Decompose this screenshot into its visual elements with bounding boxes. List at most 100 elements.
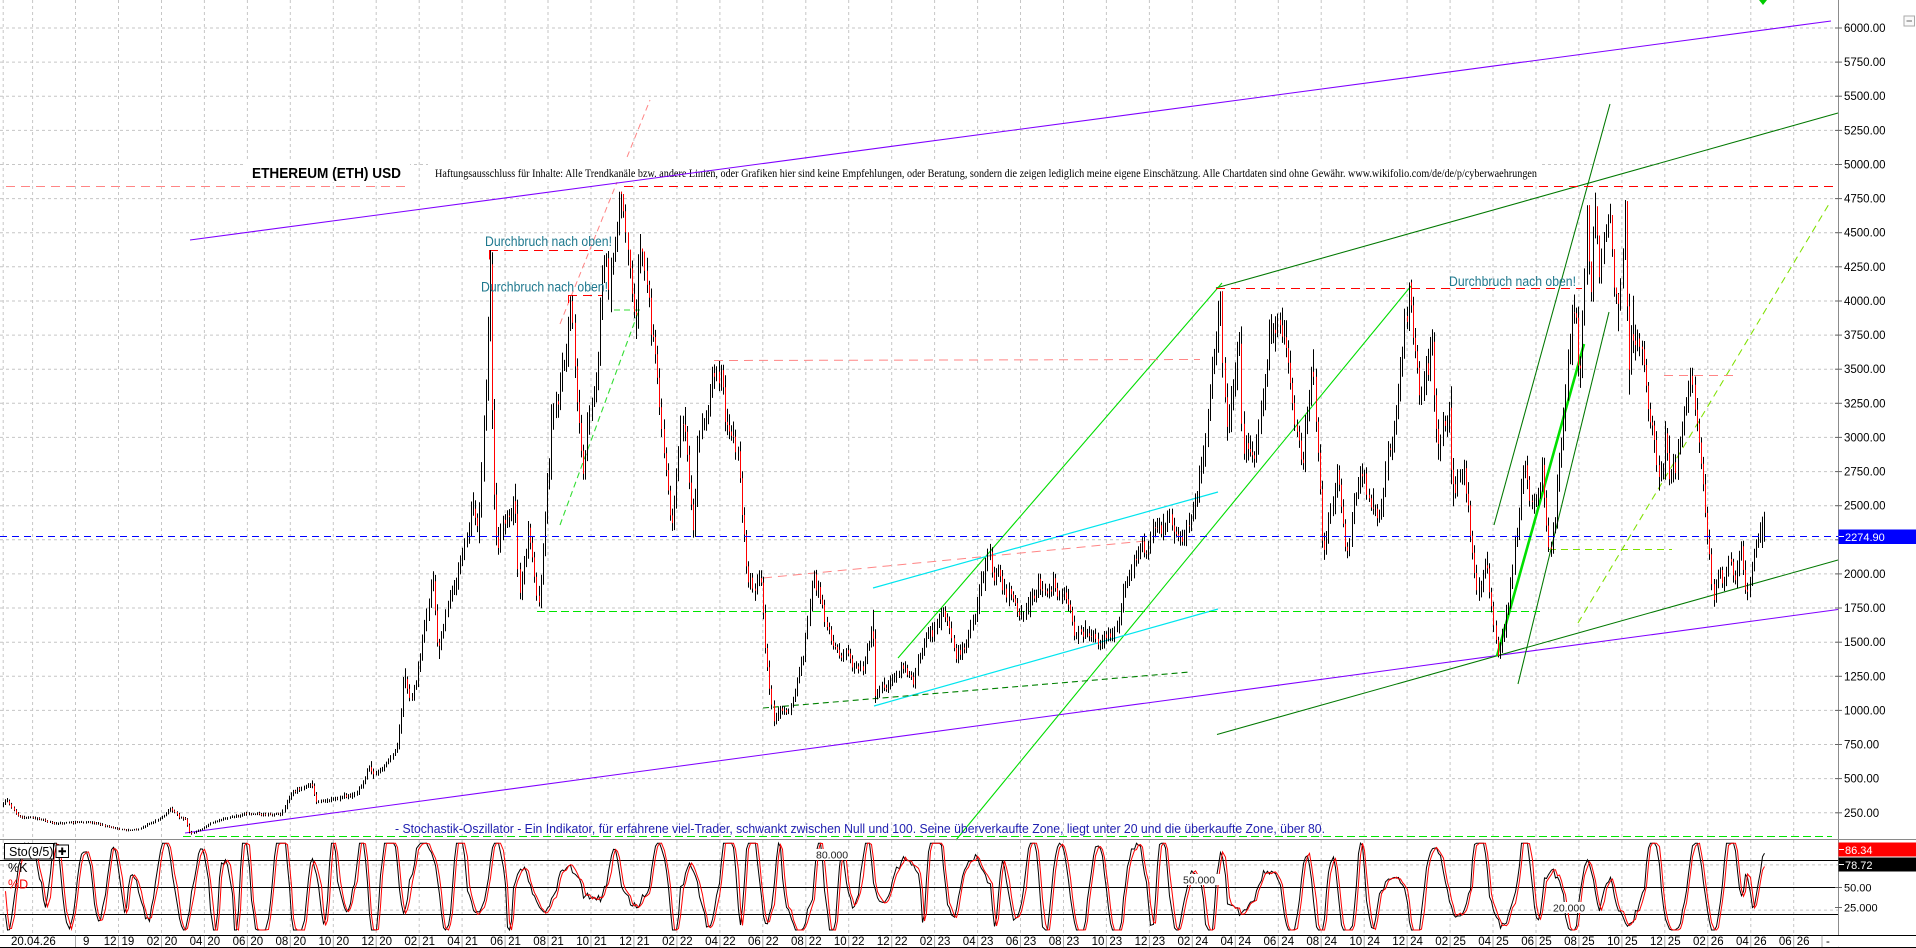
svg-text:12: 12 (877, 936, 890, 948)
svg-text:25: 25 (1496, 936, 1509, 948)
svg-text:23: 23 (938, 936, 951, 948)
svg-text:2500.00: 2500.00 (1844, 501, 1886, 513)
svg-text:10: 10 (834, 936, 847, 948)
svg-text:23: 23 (1109, 936, 1122, 948)
svg-text:21: 21 (551, 936, 564, 948)
svg-text:22: 22 (680, 936, 693, 948)
svg-text:1750.00: 1750.00 (1844, 603, 1886, 615)
svg-text:22: 22 (766, 936, 779, 948)
svg-text:25: 25 (1625, 936, 1638, 948)
svg-text:24: 24 (1410, 936, 1423, 948)
svg-text:12: 12 (1650, 936, 1663, 948)
svg-text:23: 23 (981, 936, 994, 948)
svg-text:06: 06 (490, 936, 503, 948)
svg-text:2000.00: 2000.00 (1844, 569, 1886, 581)
svg-text:500.00: 500.00 (1844, 774, 1879, 786)
svg-text:6000.00: 6000.00 (1844, 23, 1886, 35)
svg-text:4500.00: 4500.00 (1844, 228, 1886, 240)
svg-text:04: 04 (963, 936, 976, 948)
svg-text:- Stochastik-Oszillator - Ein: - Stochastik-Oszillator - Ein Indikator,… (395, 822, 1325, 836)
svg-text:26: 26 (1711, 936, 1724, 948)
svg-text:26: 26 (1797, 936, 1810, 948)
svg-text:21: 21 (465, 936, 478, 948)
svg-text:20: 20 (336, 936, 349, 948)
svg-text:08: 08 (1306, 936, 1319, 948)
svg-text:25: 25 (1668, 936, 1681, 948)
svg-text:10: 10 (1349, 936, 1362, 948)
svg-text:20.000: 20.000 (1553, 903, 1585, 915)
svg-text:04: 04 (447, 936, 460, 948)
svg-text:04: 04 (1736, 936, 1749, 948)
svg-text:Durchbruch nach oben!: Durchbruch nach oben! (481, 280, 608, 295)
svg-text:1000.00: 1000.00 (1844, 705, 1886, 717)
svg-text:Haftungsausschluss für Inhalte: Haftungsausschluss für Inhalte: Alle Tre… (435, 166, 1537, 180)
svg-text:80.000: 80.000 (816, 850, 848, 862)
svg-text:4250.00: 4250.00 (1844, 262, 1886, 274)
svg-text:26: 26 (1754, 936, 1767, 948)
svg-text:20: 20 (207, 936, 220, 948)
svg-text:22: 22 (809, 936, 822, 948)
svg-text:06: 06 (1006, 936, 1019, 948)
svg-text:02: 02 (1693, 936, 1706, 948)
svg-text:02: 02 (920, 936, 933, 948)
svg-text:02: 02 (147, 936, 160, 948)
svg-text:25: 25 (1453, 936, 1466, 948)
svg-text:25: 25 (1582, 936, 1595, 948)
svg-text:02: 02 (1435, 936, 1448, 948)
svg-text:08: 08 (533, 936, 546, 948)
svg-text:08: 08 (1564, 936, 1577, 948)
svg-text:4750.00: 4750.00 (1844, 194, 1886, 206)
svg-text:12: 12 (104, 936, 117, 948)
svg-text:Durchbruch nach oben!: Durchbruch nach oben! (485, 234, 612, 249)
svg-text:3750.00: 3750.00 (1844, 330, 1886, 342)
svg-text:08: 08 (791, 936, 804, 948)
svg-text:Sto(9/5): Sto(9/5) (9, 845, 53, 859)
svg-text:21: 21 (508, 936, 521, 948)
svg-text:%D: %D (8, 878, 28, 892)
svg-text:3500.00: 3500.00 (1844, 364, 1886, 376)
svg-text:22: 22 (852, 936, 865, 948)
svg-text:04: 04 (190, 936, 203, 948)
svg-text:23: 23 (1067, 936, 1080, 948)
svg-text:9: 9 (83, 936, 89, 948)
svg-text:12: 12 (619, 936, 632, 948)
svg-text:250.00: 250.00 (1844, 808, 1879, 820)
svg-text:ETHEREUM (ETH) USD: ETHEREUM (ETH) USD (252, 165, 401, 182)
svg-text:04: 04 (1478, 936, 1491, 948)
svg-text:02: 02 (404, 936, 417, 948)
svg-text:20: 20 (165, 936, 178, 948)
svg-text:20: 20 (250, 936, 263, 948)
svg-text:10: 10 (1607, 936, 1620, 948)
svg-text:02: 02 (1178, 936, 1191, 948)
svg-text:12: 12 (1135, 936, 1148, 948)
svg-text:12: 12 (361, 936, 374, 948)
svg-text:%K: %K (8, 861, 28, 875)
svg-text:19: 19 (122, 936, 135, 948)
svg-text:21: 21 (637, 936, 650, 948)
svg-text:06: 06 (1521, 936, 1534, 948)
svg-text:50.000: 50.000 (1183, 875, 1215, 887)
svg-text:24: 24 (1281, 936, 1294, 948)
svg-text:5500.00: 5500.00 (1844, 91, 1886, 103)
svg-text:86.34: 86.34 (1845, 845, 1873, 857)
svg-text:04: 04 (705, 936, 718, 948)
svg-text:25: 25 (1539, 936, 1552, 948)
svg-text:12: 12 (1392, 936, 1405, 948)
svg-text:20.04.26: 20.04.26 (11, 936, 56, 948)
svg-text:Durchbruch nach oben!: Durchbruch nach oben! (1449, 274, 1576, 289)
svg-text:23: 23 (1024, 936, 1037, 948)
svg-text:10: 10 (319, 936, 332, 948)
svg-text:02: 02 (662, 936, 675, 948)
svg-text:08: 08 (1049, 936, 1062, 948)
svg-text:-: - (1826, 936, 1830, 948)
svg-text:08: 08 (276, 936, 289, 948)
svg-text:06: 06 (1779, 936, 1792, 948)
svg-text:50.00: 50.00 (1844, 883, 1872, 895)
svg-text:3250.00: 3250.00 (1844, 398, 1886, 410)
svg-text:2750.00: 2750.00 (1844, 467, 1886, 479)
svg-text:3000.00: 3000.00 (1844, 432, 1886, 444)
svg-text:22: 22 (895, 936, 908, 948)
svg-text:24: 24 (1238, 936, 1251, 948)
svg-text:20: 20 (293, 936, 306, 948)
svg-text:4000.00: 4000.00 (1844, 296, 1886, 308)
